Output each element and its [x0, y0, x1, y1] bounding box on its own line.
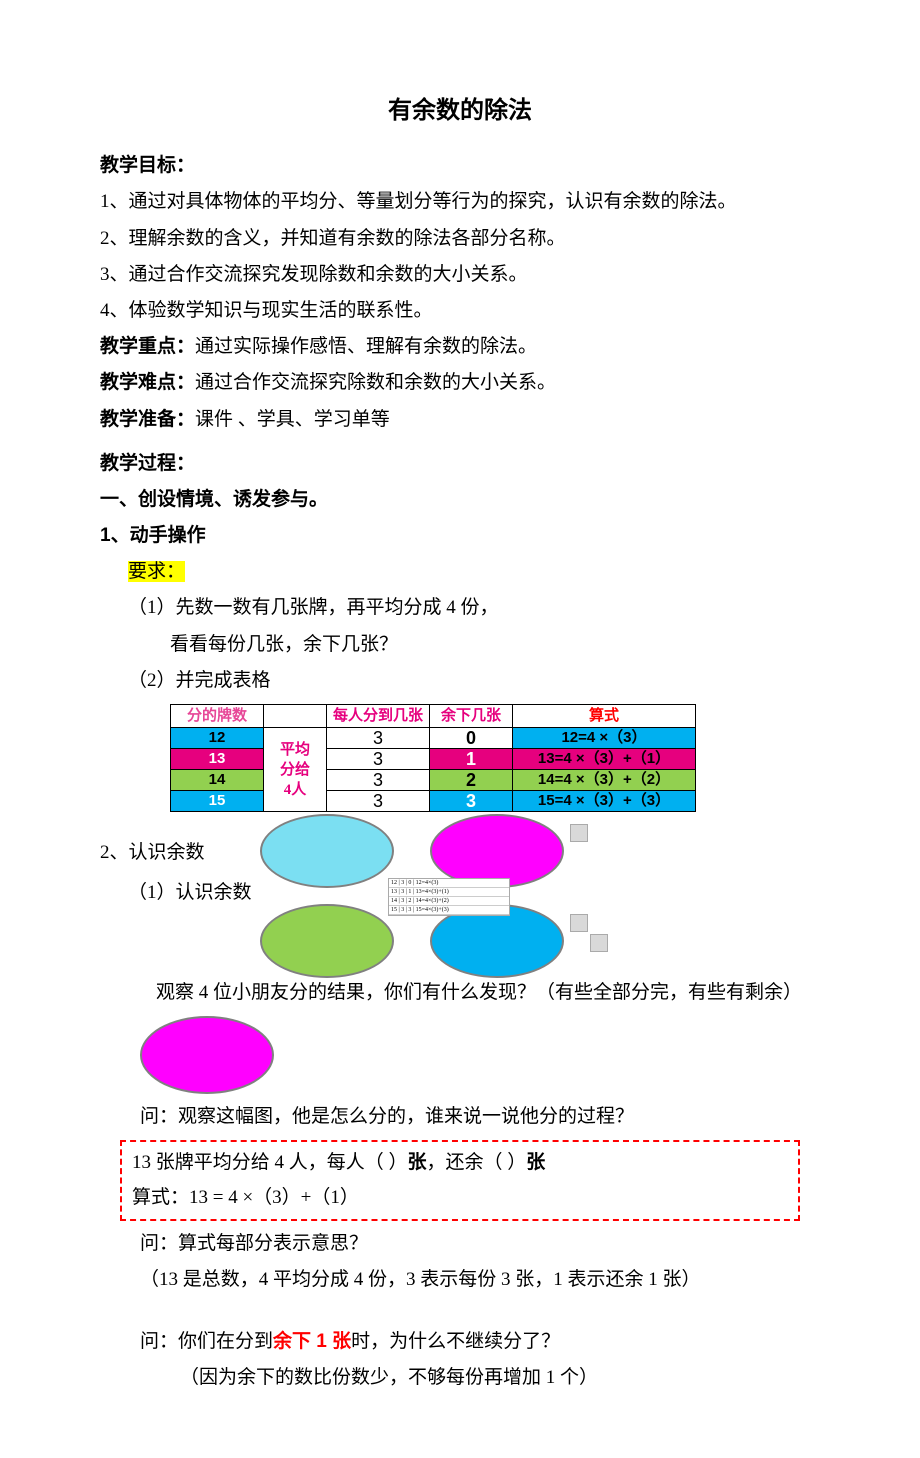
cell-rem: 2 — [430, 770, 513, 791]
th-each: 每人分到几张 — [327, 705, 430, 728]
cards-table: 分的牌数 每人分到几张 余下几张 算式 12 平均 分给 4人 3 0 12=4… — [170, 704, 696, 812]
prep-line: 教学准备：课件 、学具、学习单等 — [100, 403, 820, 437]
cell-eq: 14=4 ×（3）+（2） — [513, 770, 696, 791]
cards-table-wrap: 分的牌数 每人分到几张 余下几张 算式 12 平均 分给 4人 3 0 12=4… — [170, 704, 820, 812]
dashed-box: 13 张牌平均分给 4 人，每人（ ）张，还余（ ）张 算式：13 = 4 ×（… — [120, 1140, 800, 1220]
q3b: 余下 — [273, 1331, 311, 1352]
cell-cards: 13 — [171, 749, 264, 770]
cell-cards: 15 — [171, 791, 264, 812]
process-label: 教学过程： — [100, 447, 820, 481]
cell-cards: 14 — [171, 770, 264, 791]
req2: （2）并完成表格 — [100, 664, 820, 698]
diff-label: 教学难点： — [100, 372, 195, 393]
q3a: 问：你们在分到 — [140, 1331, 273, 1352]
focus-text: 通过实际操作感悟、理解有余数的除法。 — [195, 336, 537, 357]
page-title: 有余数的除法 — [100, 90, 820, 133]
dist-l1: 平均 — [280, 742, 310, 758]
th-eq: 算式 — [513, 705, 696, 728]
table-row: 12 平均 分给 4人 3 0 12=4 ×（3） — [171, 728, 696, 749]
step1: 1、动手操作 — [100, 519, 820, 553]
th-cards: 分的牌数 — [171, 705, 264, 728]
box-line2: 算式：13 = 4 ×（3）+（1） — [132, 1181, 788, 1215]
box-l1d: 张 — [526, 1152, 545, 1173]
single-oval — [140, 1016, 280, 1096]
cell-rem: 1 — [430, 749, 513, 770]
prep-label: 教学准备： — [100, 409, 195, 430]
obs-text: 观察 4 位小朋友分的结果，你们有什么发现？（有些全部分完，有些有剩余） — [100, 976, 820, 1010]
q3: 问：你们在分到余下 1 张时，为什么不继续分了？ — [100, 1325, 820, 1359]
dist-l3: 4人 — [284, 782, 307, 798]
req-label-line: 要求： — [100, 555, 820, 589]
cell-rem: 0 — [430, 728, 513, 749]
q3-ans: （因为余下的数比份数少，不够每份再增加 1 个） — [100, 1361, 820, 1395]
req-label: 要求： — [128, 561, 185, 582]
step2: 2、认识余数 — [100, 836, 205, 870]
heading-1: 一、创设情境、诱发参与。 — [100, 483, 820, 517]
goal-2: 2、理解余数的含义，并知道有余数的除法各部分名称。 — [100, 222, 820, 256]
table-row: 15 3 3 15=4 ×（3）+（3） — [171, 791, 696, 812]
q2-ans: （13 是总数，4 平均分成 4 份，3 表示每份 3 张，1 表示还余 1 张… — [100, 1263, 820, 1297]
diff-text: 通过合作交流探究除数和余数的大小关系。 — [195, 372, 556, 393]
q1: 问：观察这幅图，他是怎么分的，谁来说一说他分的过程？ — [100, 1100, 820, 1134]
box-l1a: 13 张牌平均分给 4 人，每人（ ） — [132, 1152, 408, 1173]
table-row: 14 3 2 14=4 ×（3）+（2） — [171, 770, 696, 791]
cell-eq: 12=4 ×（3） — [513, 728, 696, 749]
focus-label: 教学重点： — [100, 336, 195, 357]
req1: （1）先数一数有几张牌，再平均分成 4 份， — [100, 591, 820, 625]
cell-eq: 15=4 ×（3）+（3） — [513, 791, 696, 812]
q3c: 1 — [311, 1331, 332, 1352]
box-l1c: ，还余（ ） — [427, 1152, 527, 1173]
cell-each: 3 — [327, 791, 430, 812]
req1b: 看看每份几张，余下几张？ — [100, 628, 820, 662]
goal-1: 1、通过对具体物体的平均分、等量划分等行为的探究，认识有余数的除法。 — [100, 185, 820, 219]
focus-line: 教学重点：通过实际操作感悟、理解有余数的除法。 — [100, 330, 820, 364]
ovals-diagram: 12 | 3 | 0 | 12=4×(3) 13 | 3 | 1 | 13=4×… — [260, 814, 600, 974]
goal-3: 3、通过合作交流探究发现除数和余数的大小关系。 — [100, 258, 820, 292]
cell-each: 3 — [327, 770, 430, 791]
box-l1b: 张 — [408, 1152, 427, 1173]
goal-4: 4、体验数学知识与现实生活的联系性。 — [100, 294, 820, 328]
cell-each: 3 — [327, 728, 430, 749]
cell-each: 3 — [327, 749, 430, 770]
th-rem: 余下几张 — [430, 705, 513, 728]
q2: 问：算式每部分表示意思？ — [100, 1227, 820, 1261]
cell-dist: 平均 分给 4人 — [264, 728, 327, 812]
q3e: 时，为什么不继续分了？ — [351, 1331, 560, 1352]
goals-label: 教学目标： — [100, 149, 820, 183]
th-dist — [264, 705, 327, 728]
mini-table: 12 | 3 | 0 | 12=4×(3) 13 | 3 | 1 | 13=4×… — [388, 878, 510, 916]
prep-text: 课件 、学具、学习单等 — [195, 409, 390, 430]
step2-sub: （1）认识余数 — [100, 876, 252, 910]
dist-l2: 分给 — [280, 762, 310, 778]
cell-eq: 13=4 ×（3）+（1） — [513, 749, 696, 770]
diff-line: 教学难点：通过合作交流探究除数和余数的大小关系。 — [100, 366, 820, 400]
q3d: 张 — [332, 1331, 351, 1352]
table-row: 13 3 1 13=4 ×（3）+（1） — [171, 749, 696, 770]
step1-text: 、动手操作 — [111, 525, 206, 546]
box-line1: 13 张牌平均分给 4 人，每人（ ）张，还余（ ）张 — [132, 1146, 788, 1180]
cell-rem: 3 — [430, 791, 513, 812]
step1-num: 1 — [100, 525, 111, 546]
cell-cards: 12 — [171, 728, 264, 749]
